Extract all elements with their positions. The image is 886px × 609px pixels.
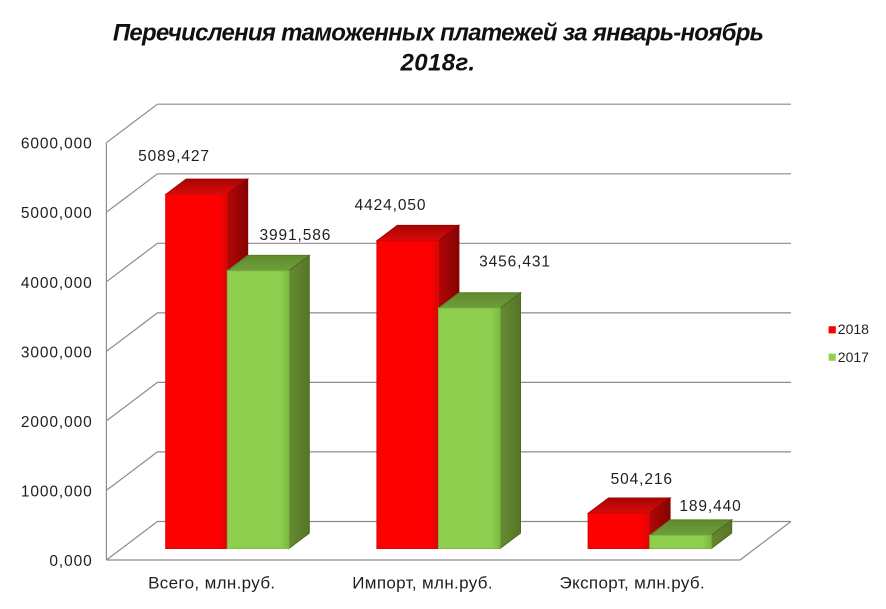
svg-text:4000,000: 4000,000 — [21, 275, 93, 292]
svg-text:2018: 2018 — [838, 321, 869, 337]
svg-text:3991,586: 3991,586 — [259, 227, 331, 244]
svg-text:3000,000: 3000,000 — [21, 344, 93, 361]
svg-text:2018г.: 2018г. — [400, 50, 476, 77]
svg-text:6000,000: 6000,000 — [21, 136, 93, 153]
svg-text:Импорт, млн.руб.: Импорт, млн.руб. — [352, 574, 493, 593]
svg-text:2000,000: 2000,000 — [21, 414, 93, 431]
svg-text:1000,000: 1000,000 — [21, 483, 93, 500]
svg-text:5089,427: 5089,427 — [138, 148, 210, 165]
svg-text:504,216: 504,216 — [611, 471, 673, 488]
svg-text:Экспорт, млн.руб.: Экспорт, млн.руб. — [560, 574, 706, 593]
svg-text:3456,431: 3456,431 — [479, 253, 551, 270]
svg-text:Перечисления таможенных платеж: Перечисления таможенных платежей за янва… — [113, 20, 763, 47]
svg-text:Всего, млн.руб.: Всего, млн.руб. — [148, 574, 275, 593]
svg-text:5000,000: 5000,000 — [21, 205, 93, 222]
svg-text:0,000: 0,000 — [49, 553, 92, 570]
svg-text:2017: 2017 — [838, 349, 869, 365]
svg-text:4424,050: 4424,050 — [355, 197, 427, 214]
svg-text:189,440: 189,440 — [679, 498, 741, 515]
